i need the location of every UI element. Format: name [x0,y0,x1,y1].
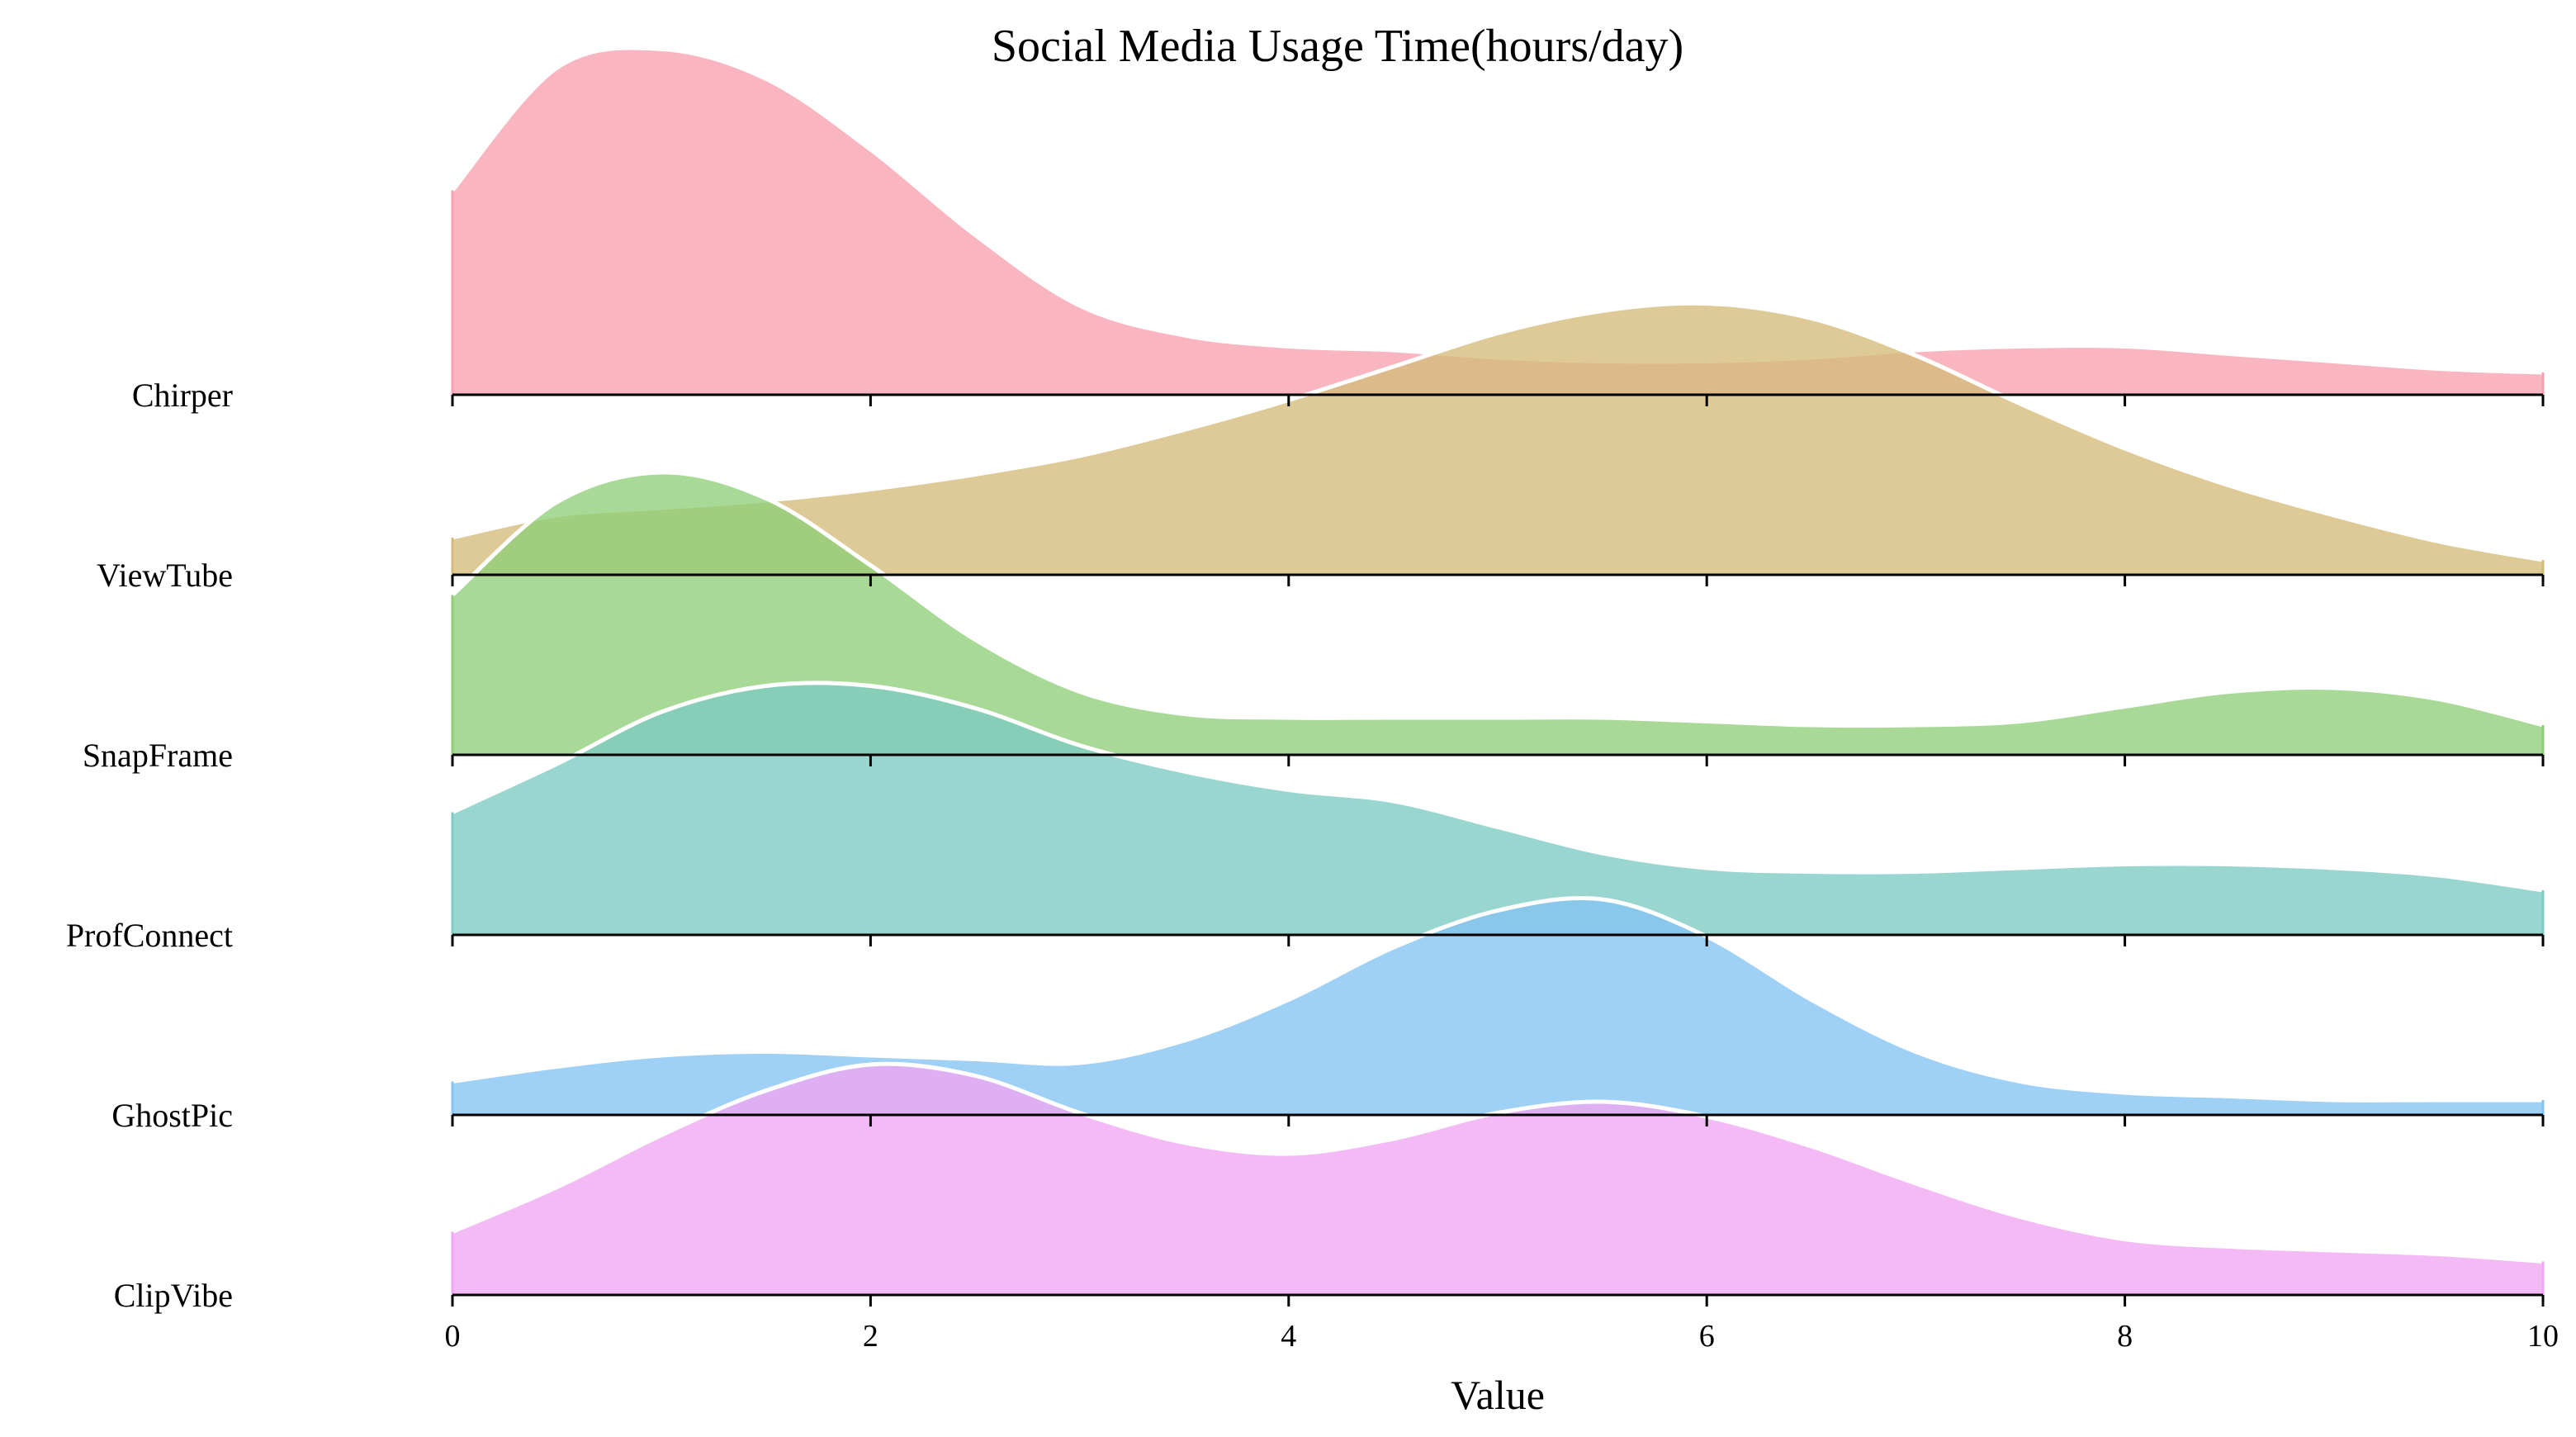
row-label-chirper: Chirper [132,377,233,414]
density-outline-clipvibe [452,1061,2544,1264]
x-ticks: 0 2 4 6 8 10 [445,1319,2559,1354]
row-label-ghostpic: GhostPic [111,1097,233,1134]
row-label-snapframe: SnapFrame [83,737,233,774]
chart-title: Social Media Usage Time(hours/day) [992,21,1683,72]
x-tick-label: 4 [1281,1319,1296,1354]
ridge-ghostpic [451,896,2545,1115]
ridge-clipvibe [451,1061,2545,1295]
x-axis-label: Value [1451,1372,1545,1418]
density-area-profconnect [452,682,2543,935]
row-label-clipvibe: ClipVibe [114,1277,233,1314]
ridges [451,45,2545,1295]
ridge-viewtube [451,301,2545,575]
density-area-snapframe [452,472,2543,755]
row-label-profconnect: ProfConnect [66,917,233,954]
density-area-clipvibe [452,1064,2543,1295]
x-tick-label: 8 [2117,1319,2133,1354]
density-outline-profconnect [451,681,2544,893]
row-labels: Chirper ViewTube SnapFrame ProfConnect Ghost… [66,377,233,1314]
density-outline-snapframe [451,470,2544,728]
x-tick-label: 2 [863,1319,878,1354]
ridge-profconnect [451,681,2545,935]
density-area-chirper [452,48,2543,396]
ridge-snapframe [451,470,2545,755]
baselines [451,393,2545,1307]
density-area-viewtube [452,303,2543,575]
x-tick-label: 0 [445,1319,461,1354]
x-tick-label: 10 [2527,1319,2559,1354]
density-outline-viewtube [452,301,2544,562]
row-label-viewtube: ViewTube [97,557,233,594]
density-outline-ghostpic [452,896,2543,1103]
x-tick-label: 6 [1699,1319,1715,1354]
